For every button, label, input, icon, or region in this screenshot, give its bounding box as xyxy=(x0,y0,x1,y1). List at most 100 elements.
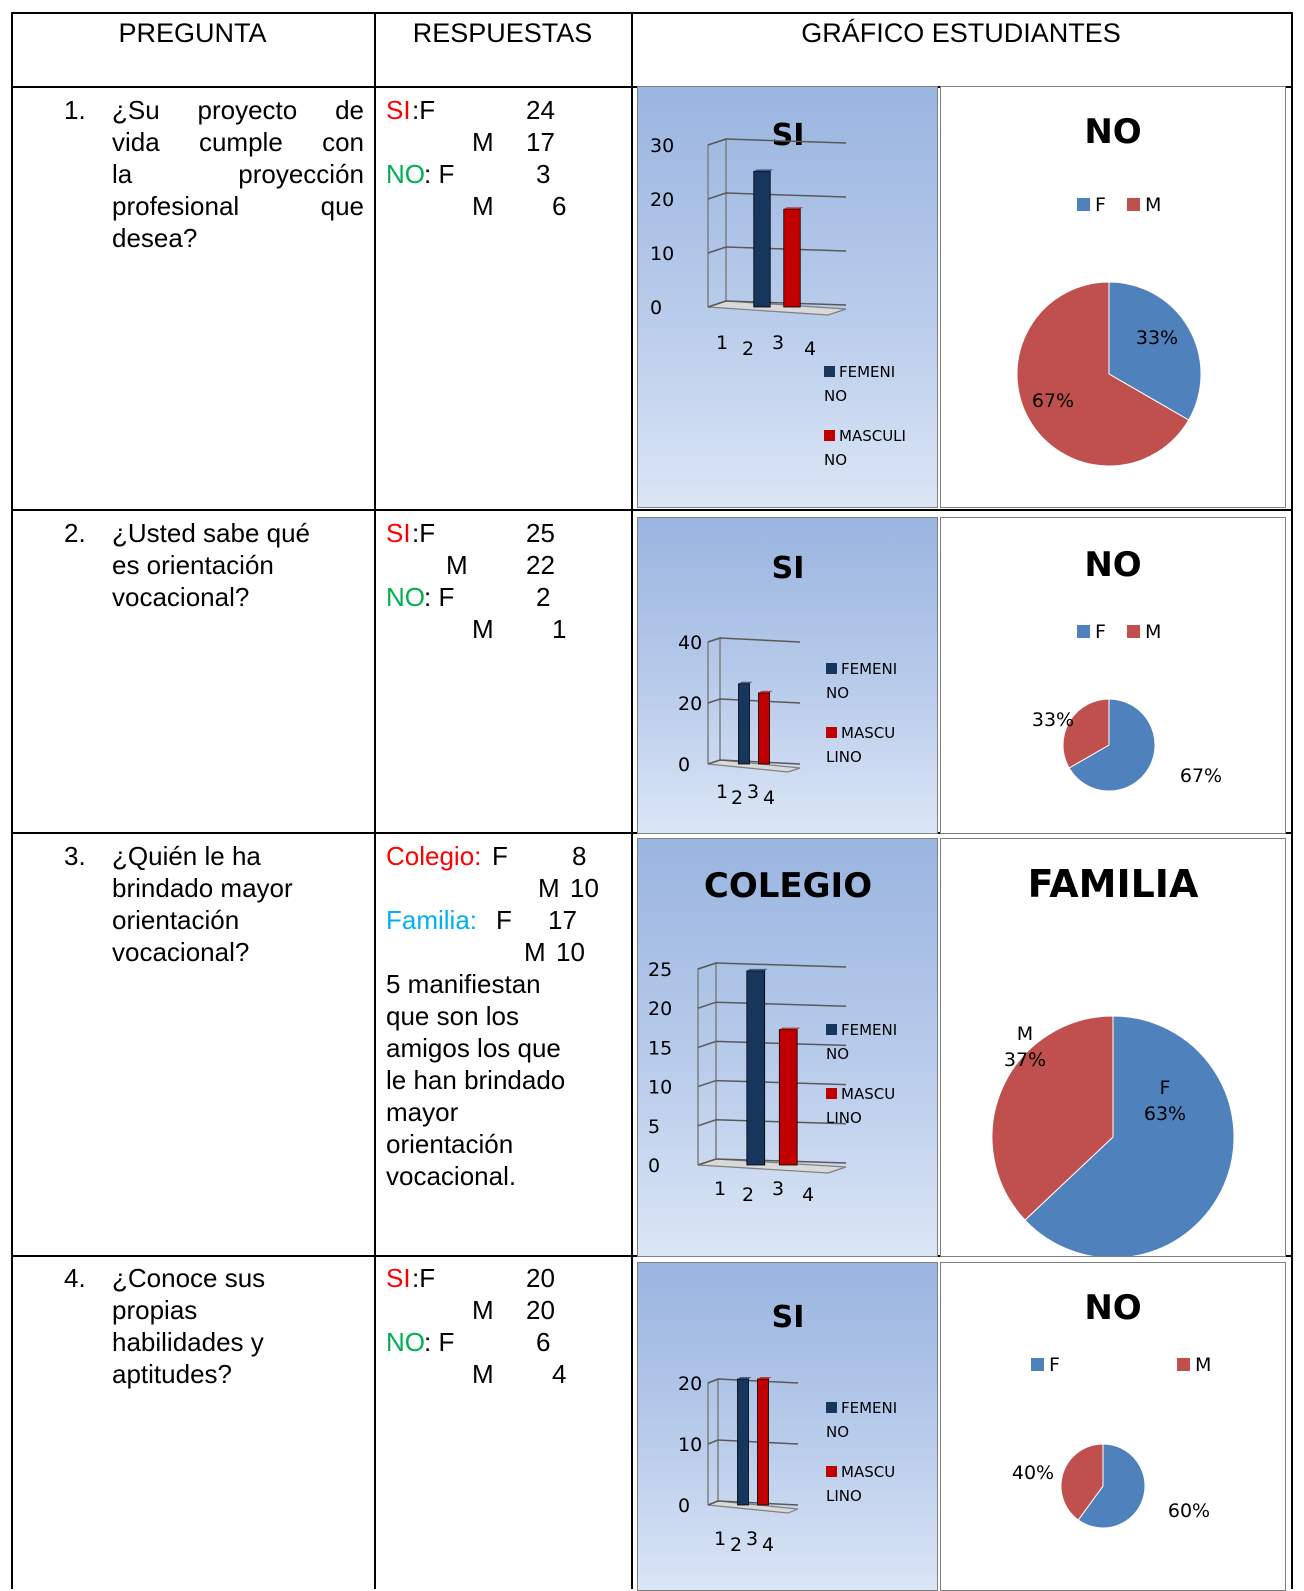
no-f-label: : F xyxy=(424,159,455,189)
familia-label: Familia: xyxy=(386,905,478,935)
no-f-label: : F xyxy=(424,582,455,612)
no-m-value: 4 xyxy=(552,1359,567,1389)
answers-block: SI:F 20 M 20 NO: F 6 M 4 xyxy=(386,1262,626,1402)
y-tick-label: 10 xyxy=(678,1434,702,1456)
bar-masculino-cat-3 xyxy=(757,1377,772,1506)
legend-label: MASCU xyxy=(841,1085,895,1103)
note-line: amigos los que xyxy=(386,1033,561,1063)
question-text: ¿Su proyecto de vida cumple con la proyecc… xyxy=(112,94,364,254)
chart-title: COLEGIO xyxy=(704,866,872,906)
x-tick-label: 1 xyxy=(716,332,728,354)
no-m-label: M xyxy=(472,614,494,644)
legend-label: FEMENI xyxy=(841,1021,897,1039)
table-border-left xyxy=(11,12,13,1589)
gridline xyxy=(697,1001,847,1009)
colegio-f-value: 8 xyxy=(572,841,587,871)
si-f-label: :F xyxy=(412,1263,436,1293)
bar-chart-panel: SI 0 10 20 30 1 2 3 4 FEMENI NO MASCULI NO xyxy=(637,86,938,508)
legend-swatch xyxy=(1177,1358,1190,1371)
familia-f-label: F xyxy=(496,905,512,935)
legend-label: LINO xyxy=(826,1109,862,1127)
chart-title: FAMILIA xyxy=(1028,862,1199,906)
question-line: ¿Conoce sus xyxy=(112,1263,266,1293)
legend-label: M xyxy=(1145,621,1161,643)
familia-m-value: 10 xyxy=(556,937,585,967)
colegio-m-label: M xyxy=(538,873,560,903)
x-tick-label: 3 xyxy=(772,1178,784,1200)
chart-title: SI xyxy=(772,1300,805,1335)
legend-swatch xyxy=(826,1088,837,1099)
bar-masculino-cat-3 xyxy=(758,690,773,765)
y-tick-label: 0 xyxy=(648,1155,660,1177)
x-tick-label: 1 xyxy=(716,781,728,803)
legend-label: M xyxy=(1145,194,1161,216)
bar-chart-panel: SI 0 20 40 1 2 3 4 FEMENI NO MASCU LINO xyxy=(637,517,938,834)
no-label: NO xyxy=(386,1327,425,1357)
legend-label: LINO xyxy=(826,748,862,766)
gridline xyxy=(707,192,847,200)
note-line: vocacional. xyxy=(386,1161,517,1191)
familia-f-value: 17 xyxy=(548,905,577,935)
y-tick-label: 20 xyxy=(678,1373,702,1395)
pie-data-label: 33% xyxy=(1136,327,1178,349)
y-tick-label: 5 xyxy=(648,1116,660,1138)
y-tick-label: 20 xyxy=(650,189,674,211)
y-tick-label: 0 xyxy=(678,1495,690,1517)
si-f-label: :F xyxy=(412,95,436,125)
si-f-label: :F xyxy=(412,518,436,548)
pie-data-label: M xyxy=(1017,1023,1033,1045)
column-divider-2 xyxy=(631,12,633,1589)
pie-chart-panel: NO F M 33% 67% xyxy=(940,86,1286,508)
legend-label: MASCU xyxy=(841,1463,895,1481)
pie-slice-0 xyxy=(1077,1443,1146,1529)
pie-chart: NO F M 33% 67% xyxy=(1016,112,1202,467)
plot-walls xyxy=(707,1377,799,1514)
chart-title: NO xyxy=(1084,112,1141,152)
bar-chart: SI 0 10 20 1 2 3 4 FEMENI NO MASCU LINO xyxy=(678,1300,897,1556)
header-respuestas: RESPUESTAS xyxy=(412,18,593,48)
gridline xyxy=(707,300,847,308)
pie-data-label: 37% xyxy=(1004,1049,1046,1071)
question-line: es orientación xyxy=(112,550,274,580)
bar-femenino-cat-2 xyxy=(738,681,753,765)
no-m-label: M xyxy=(472,191,494,221)
bar-femenino-cat-2 xyxy=(737,1377,752,1506)
y-tick-label: 15 xyxy=(648,1037,672,1059)
pie-data-label: 63% xyxy=(1144,1103,1186,1125)
pie-slice-0 xyxy=(1024,1015,1235,1256)
si-f-value: 25 xyxy=(526,518,555,548)
x-tick-label: 2 xyxy=(742,338,754,360)
pie-chart: FAMILIA F 63% M 37% xyxy=(991,862,1235,1256)
legend-swatch xyxy=(1077,198,1090,211)
x-tick-label: 3 xyxy=(772,332,784,354)
bar-femenino-cat-2 xyxy=(753,169,774,308)
y-tick-label: 30 xyxy=(650,135,674,157)
pie-chart: NO F M 60% 40% xyxy=(1012,1288,1211,1529)
y-tick-label: 10 xyxy=(650,243,674,265)
question-line: brindado mayor xyxy=(112,873,293,903)
y-tick-label: 40 xyxy=(678,632,702,654)
pie-slice-0 xyxy=(1108,281,1202,421)
answers-block: Colegio: F 8 M 10 Familia: F 17 M 10 xyxy=(386,840,626,980)
bar-masculino-cat-3 xyxy=(783,207,804,308)
chart-title: NO xyxy=(1084,1288,1141,1328)
legend-label: MASCULI xyxy=(839,427,906,445)
table-border-right xyxy=(1291,12,1293,1589)
question-line: vocacional? xyxy=(112,582,250,612)
note-line: le han brindado xyxy=(386,1065,566,1095)
y-tick-label: 20 xyxy=(648,998,672,1020)
gridline xyxy=(707,246,847,254)
colegio-label: Colegio: xyxy=(386,841,482,871)
chart-title: NO xyxy=(1084,545,1141,585)
question-line: desea? xyxy=(112,223,198,253)
pie-slice-0 xyxy=(1068,698,1156,792)
legend-swatch xyxy=(824,366,835,377)
chart-title: SI xyxy=(772,118,805,153)
legend-swatch xyxy=(826,1024,837,1035)
legend-swatch xyxy=(826,663,837,674)
si-label: SI xyxy=(386,518,411,548)
pie-slice-1 xyxy=(1062,698,1110,769)
note-line: mayor xyxy=(386,1097,459,1127)
note-line: orientación xyxy=(386,1129,514,1159)
legend-label: FEMENI xyxy=(841,1399,897,1417)
